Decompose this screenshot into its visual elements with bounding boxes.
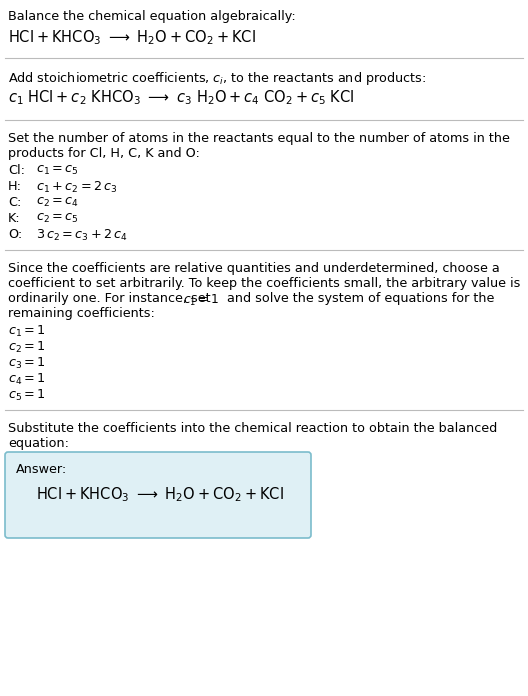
Text: Cl:: Cl:	[8, 164, 25, 177]
Text: $3\,c_2 = c_3 + 2\,c_4$: $3\,c_2 = c_3 + 2\,c_4$	[36, 228, 128, 243]
Text: $c_1 + c_2 = 2\,c_3$: $c_1 + c_2 = 2\,c_3$	[36, 180, 118, 195]
Text: $c_1 = 1$: $c_1 = 1$	[8, 324, 46, 339]
Text: $c_1 = c_5$: $c_1 = c_5$	[36, 164, 79, 177]
Text: Since the coefficients are relative quantities and underdetermined, choose a: Since the coefficients are relative quan…	[8, 262, 499, 275]
Text: and solve the system of equations for the: and solve the system of equations for th…	[223, 292, 494, 305]
Text: remaining coefficients:: remaining coefficients:	[8, 307, 155, 320]
Text: $c_2 = 1$: $c_2 = 1$	[8, 340, 46, 355]
Text: $\mathrm{HCl + KHCO_3 \ \longrightarrow \ H_2O + CO_2 + KCl}$: $\mathrm{HCl + KHCO_3 \ \longrightarrow …	[36, 485, 284, 504]
Text: C:: C:	[8, 196, 21, 209]
Text: Add stoichiometric coefficients, $c_i$, to the reactants and products:: Add stoichiometric coefficients, $c_i$, …	[8, 70, 426, 87]
Text: Set the number of atoms in the reactants equal to the number of atoms in the: Set the number of atoms in the reactants…	[8, 132, 510, 145]
Text: Balance the chemical equation algebraically:: Balance the chemical equation algebraica…	[8, 10, 296, 23]
Text: $c_3 = 1$: $c_3 = 1$	[8, 356, 46, 371]
Text: coefficient to set arbitrarily. To keep the coefficients small, the arbitrary va: coefficient to set arbitrarily. To keep …	[8, 277, 521, 290]
Text: $\mathrm{HCl + KHCO_3 \ \longrightarrow \ H_2O + CO_2 + KCl}$: $\mathrm{HCl + KHCO_3 \ \longrightarrow …	[8, 28, 256, 47]
FancyBboxPatch shape	[5, 452, 311, 538]
Text: products for Cl, H, C, K and O:: products for Cl, H, C, K and O:	[8, 147, 200, 160]
Text: $c_4 = 1$: $c_4 = 1$	[8, 372, 46, 387]
Text: O:: O:	[8, 228, 22, 241]
Text: Substitute the coefficients into the chemical reaction to obtain the balanced: Substitute the coefficients into the che…	[8, 422, 497, 435]
Text: $c_1\ \mathrm{HCl} + c_2\ \mathrm{KHCO_3} \ \longrightarrow\ c_3\ \mathrm{H_2O} : $c_1\ \mathrm{HCl} + c_2\ \mathrm{KHCO_3…	[8, 88, 354, 106]
Text: K:: K:	[8, 212, 21, 225]
Text: H:: H:	[8, 180, 22, 193]
Text: $c_5 = 1$: $c_5 = 1$	[8, 388, 46, 403]
Text: $c_2 = c_4$: $c_2 = c_4$	[36, 196, 79, 209]
Text: Answer:: Answer:	[16, 463, 67, 476]
Text: equation:: equation:	[8, 437, 69, 450]
Text: $c_2 = c_5$: $c_2 = c_5$	[36, 212, 79, 225]
Text: $c_1 = 1$: $c_1 = 1$	[183, 293, 219, 308]
Text: ordinarily one. For instance, set: ordinarily one. For instance, set	[8, 292, 214, 305]
